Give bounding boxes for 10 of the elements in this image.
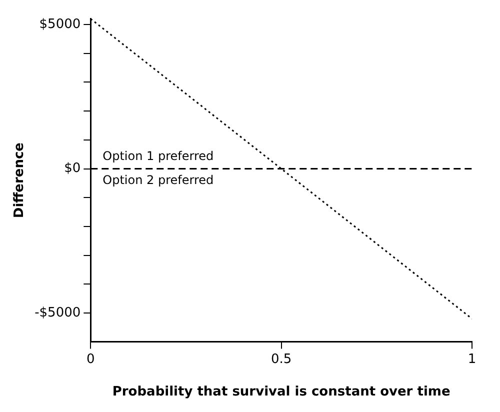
- x-tick-label: 0.5: [270, 352, 292, 367]
- annotation: Option 1 preferred: [102, 148, 214, 163]
- y-tick-label: -$5000: [34, 305, 81, 320]
- annotation: Option 2 preferred: [102, 172, 214, 187]
- y-axis-title: Difference: [12, 142, 28, 218]
- x-tick-label: 1: [468, 352, 476, 367]
- x-axis-title: Probability that survival is constant over time: [112, 384, 450, 400]
- x-tick-label: 0: [86, 352, 95, 367]
- y-tick-label: $5000: [39, 16, 81, 32]
- y-tick-label: $0: [64, 161, 81, 176]
